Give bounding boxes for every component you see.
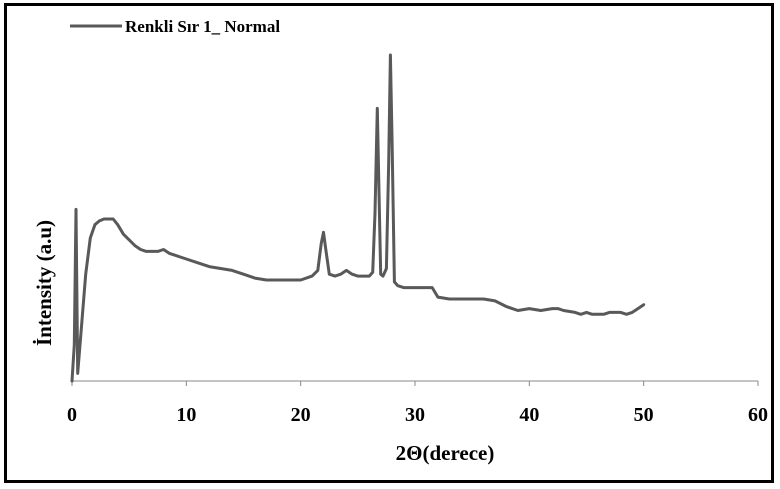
x-tick-label: 50 (634, 404, 654, 426)
x-tick-label: 60 (748, 404, 768, 426)
x-tick-label: 30 (405, 404, 425, 426)
series-line-renkli-sir-1-normal (70, 53, 646, 383)
x-tick-label: 40 (519, 404, 539, 426)
x-tick-label: 20 (291, 404, 311, 426)
x-axis-title: 2Θ(derece) (396, 441, 495, 465)
x-axis-ticks: 0 10 20 30 40 50 60 (67, 381, 768, 426)
y-axis-title: İntensity (a.u) (32, 220, 56, 346)
legend-entry-renkli-sir-1-normal: Renkli Sır 1_ Normal (125, 17, 280, 36)
legend: Renkli Sır 1_ Normal (70, 17, 280, 36)
x-tick-label: 0 (67, 404, 77, 426)
x-tick-label: 10 (176, 404, 196, 426)
